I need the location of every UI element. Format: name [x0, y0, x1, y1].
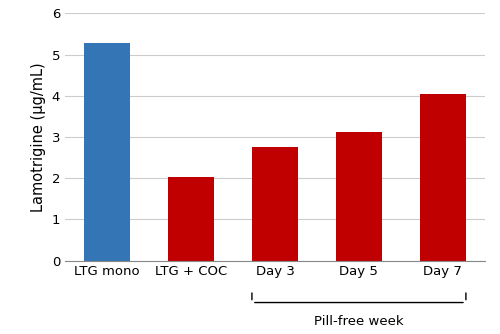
Text: Pill-free week: Pill-free week — [314, 315, 404, 328]
Bar — [420, 94, 466, 261]
Bar — [168, 177, 214, 261]
Bar — [84, 43, 130, 261]
Bar — [336, 132, 382, 261]
Bar — [252, 147, 298, 261]
Y-axis label: Lamotrigine (μg/mL): Lamotrigine (μg/mL) — [31, 62, 46, 212]
